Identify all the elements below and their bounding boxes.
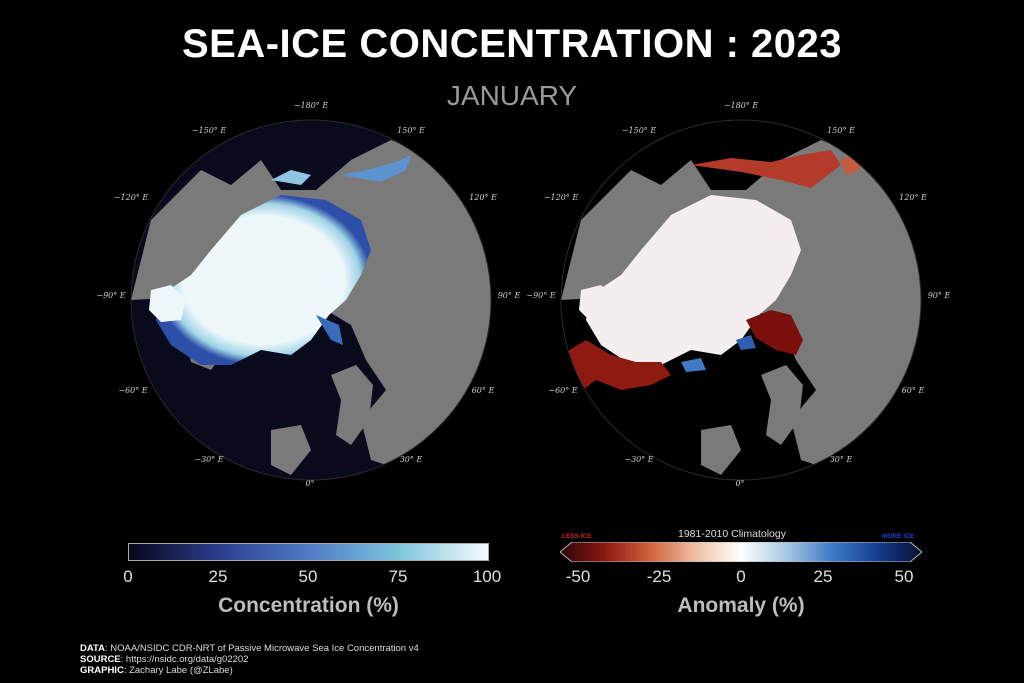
less-ice-label: LESS ICE bbox=[562, 533, 592, 540]
lon-label-n180: −180° E bbox=[294, 101, 329, 110]
anomaly-tick: 25 bbox=[813, 567, 833, 586]
credits: DATA: NOAA/NSIDC CDR-NRT of Passive Micr… bbox=[80, 643, 419, 676]
month-subtitle: JANUARY bbox=[446, 80, 578, 111]
anomaly-tick: 50 bbox=[894, 567, 914, 586]
lon-label-120e: 120° E bbox=[899, 193, 927, 202]
concentration-tick: 75 bbox=[388, 567, 408, 586]
anomaly-colorbar bbox=[560, 542, 922, 562]
credit-graphic-value: : Zachary Labe (@ZLabe) bbox=[123, 665, 233, 676]
credit-graphic-key: GRAPHIC bbox=[80, 665, 124, 676]
credit-data-key: DATA bbox=[80, 643, 105, 654]
lon-label-0: 0° bbox=[735, 479, 744, 488]
concentration-colorbar bbox=[128, 543, 489, 561]
concentration-tick: 0 bbox=[123, 567, 133, 586]
anomaly-tick: -25 bbox=[646, 567, 672, 586]
credit-source-value: : https://nsidc.org/data/g02202 bbox=[120, 654, 249, 665]
lon-label-n60e: −60° E bbox=[118, 386, 147, 395]
lon-label-n120e: −120° E bbox=[114, 193, 149, 202]
lon-label-30e: 30° E bbox=[400, 455, 423, 464]
anomaly-tick: -50 bbox=[565, 567, 591, 586]
lon-label-90e: 90° E bbox=[498, 291, 521, 300]
lon-label-n90e: −90° E bbox=[96, 291, 125, 300]
anomaly-label: Anomaly (%) bbox=[677, 594, 805, 617]
lon-label-n120e: −120° E bbox=[544, 193, 579, 202]
lon-label-30e: 30° E bbox=[830, 455, 853, 464]
concentration-tick: 25 bbox=[208, 567, 228, 586]
concentration-tick: 100 bbox=[472, 567, 502, 586]
lon-label-n150e: −150° E bbox=[192, 126, 227, 135]
lon-label-n30e: −30° E bbox=[194, 455, 223, 464]
anomaly-tick: 0 bbox=[736, 567, 746, 586]
lon-label-150e: 150° E bbox=[827, 126, 855, 135]
concentration-tick: 50 bbox=[298, 567, 318, 586]
credit-source-key: SOURCE bbox=[80, 654, 121, 665]
anomaly-map: −180° E 150° E 120° E 90° E 60° E 30° E … bbox=[526, 100, 950, 500]
climatology-caption: 1981-2010 Climatology bbox=[678, 528, 786, 540]
lon-label-120e: 120° E bbox=[469, 193, 497, 202]
lon-label-n60e: −60° E bbox=[548, 386, 577, 395]
lon-label-0: 0° bbox=[305, 479, 314, 488]
lon-label-n180: −180° E bbox=[724, 101, 759, 110]
lon-label-n90e: −90° E bbox=[526, 291, 555, 300]
concentration-map: −180° E 150° E 120° E 90° E 60° E 30° E … bbox=[96, 100, 520, 500]
lon-label-90e: 90° E bbox=[928, 291, 951, 300]
lon-label-n30e: −30° E bbox=[624, 455, 653, 464]
lon-label-150e: 150° E bbox=[397, 126, 425, 135]
lon-label-n150e: −150° E bbox=[622, 126, 657, 135]
more-ice-label: MORE ICE bbox=[882, 533, 915, 540]
concentration-label: Concentration (%) bbox=[218, 594, 399, 617]
chart-title: SEA-ICE CONCENTRATION : 2023 bbox=[181, 22, 842, 66]
credit-data-value: : NOAA/NSIDC CDR-NRT of Passive Microwav… bbox=[104, 643, 419, 654]
lon-label-60e: 60° E bbox=[472, 386, 495, 395]
lon-label-60e: 60° E bbox=[902, 386, 925, 395]
